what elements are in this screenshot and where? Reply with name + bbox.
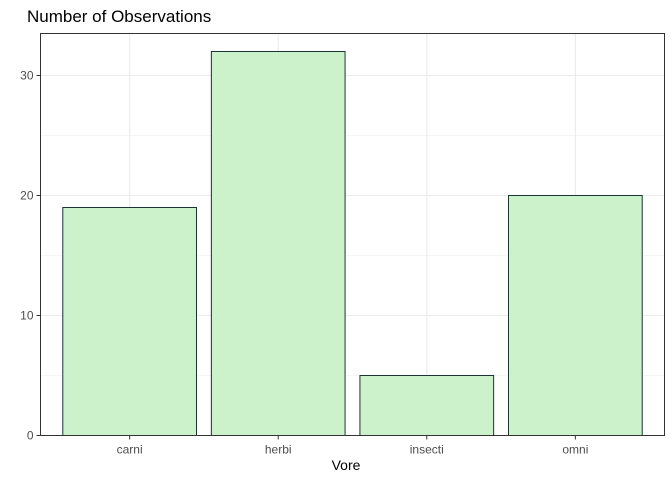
chart-title: Number of Observations xyxy=(27,7,211,26)
bars xyxy=(62,51,643,436)
x-tick-label-carni: carni xyxy=(117,443,143,457)
x-tick-label-herbi: herbi xyxy=(265,443,292,457)
bar-herbi xyxy=(210,51,346,436)
y-axis-ticks: 0 10 20 30 xyxy=(20,69,41,443)
x-tick-label-insecti: insecti xyxy=(410,443,444,457)
bar-insecti xyxy=(359,375,495,436)
bar-carni xyxy=(62,207,197,436)
bar-omni xyxy=(508,195,643,436)
y-tick-label: 0 xyxy=(27,429,34,443)
y-tick-label: 30 xyxy=(20,69,34,83)
y-tick-label: 20 xyxy=(20,189,34,203)
x-tick-label-omni: omni xyxy=(562,443,588,457)
x-axis-ticks: carni herbi insecti omni xyxy=(117,435,588,457)
x-axis-title: Vore xyxy=(332,457,361,473)
plot-panel-border xyxy=(40,33,665,436)
y-tick-label: 10 xyxy=(20,309,34,323)
